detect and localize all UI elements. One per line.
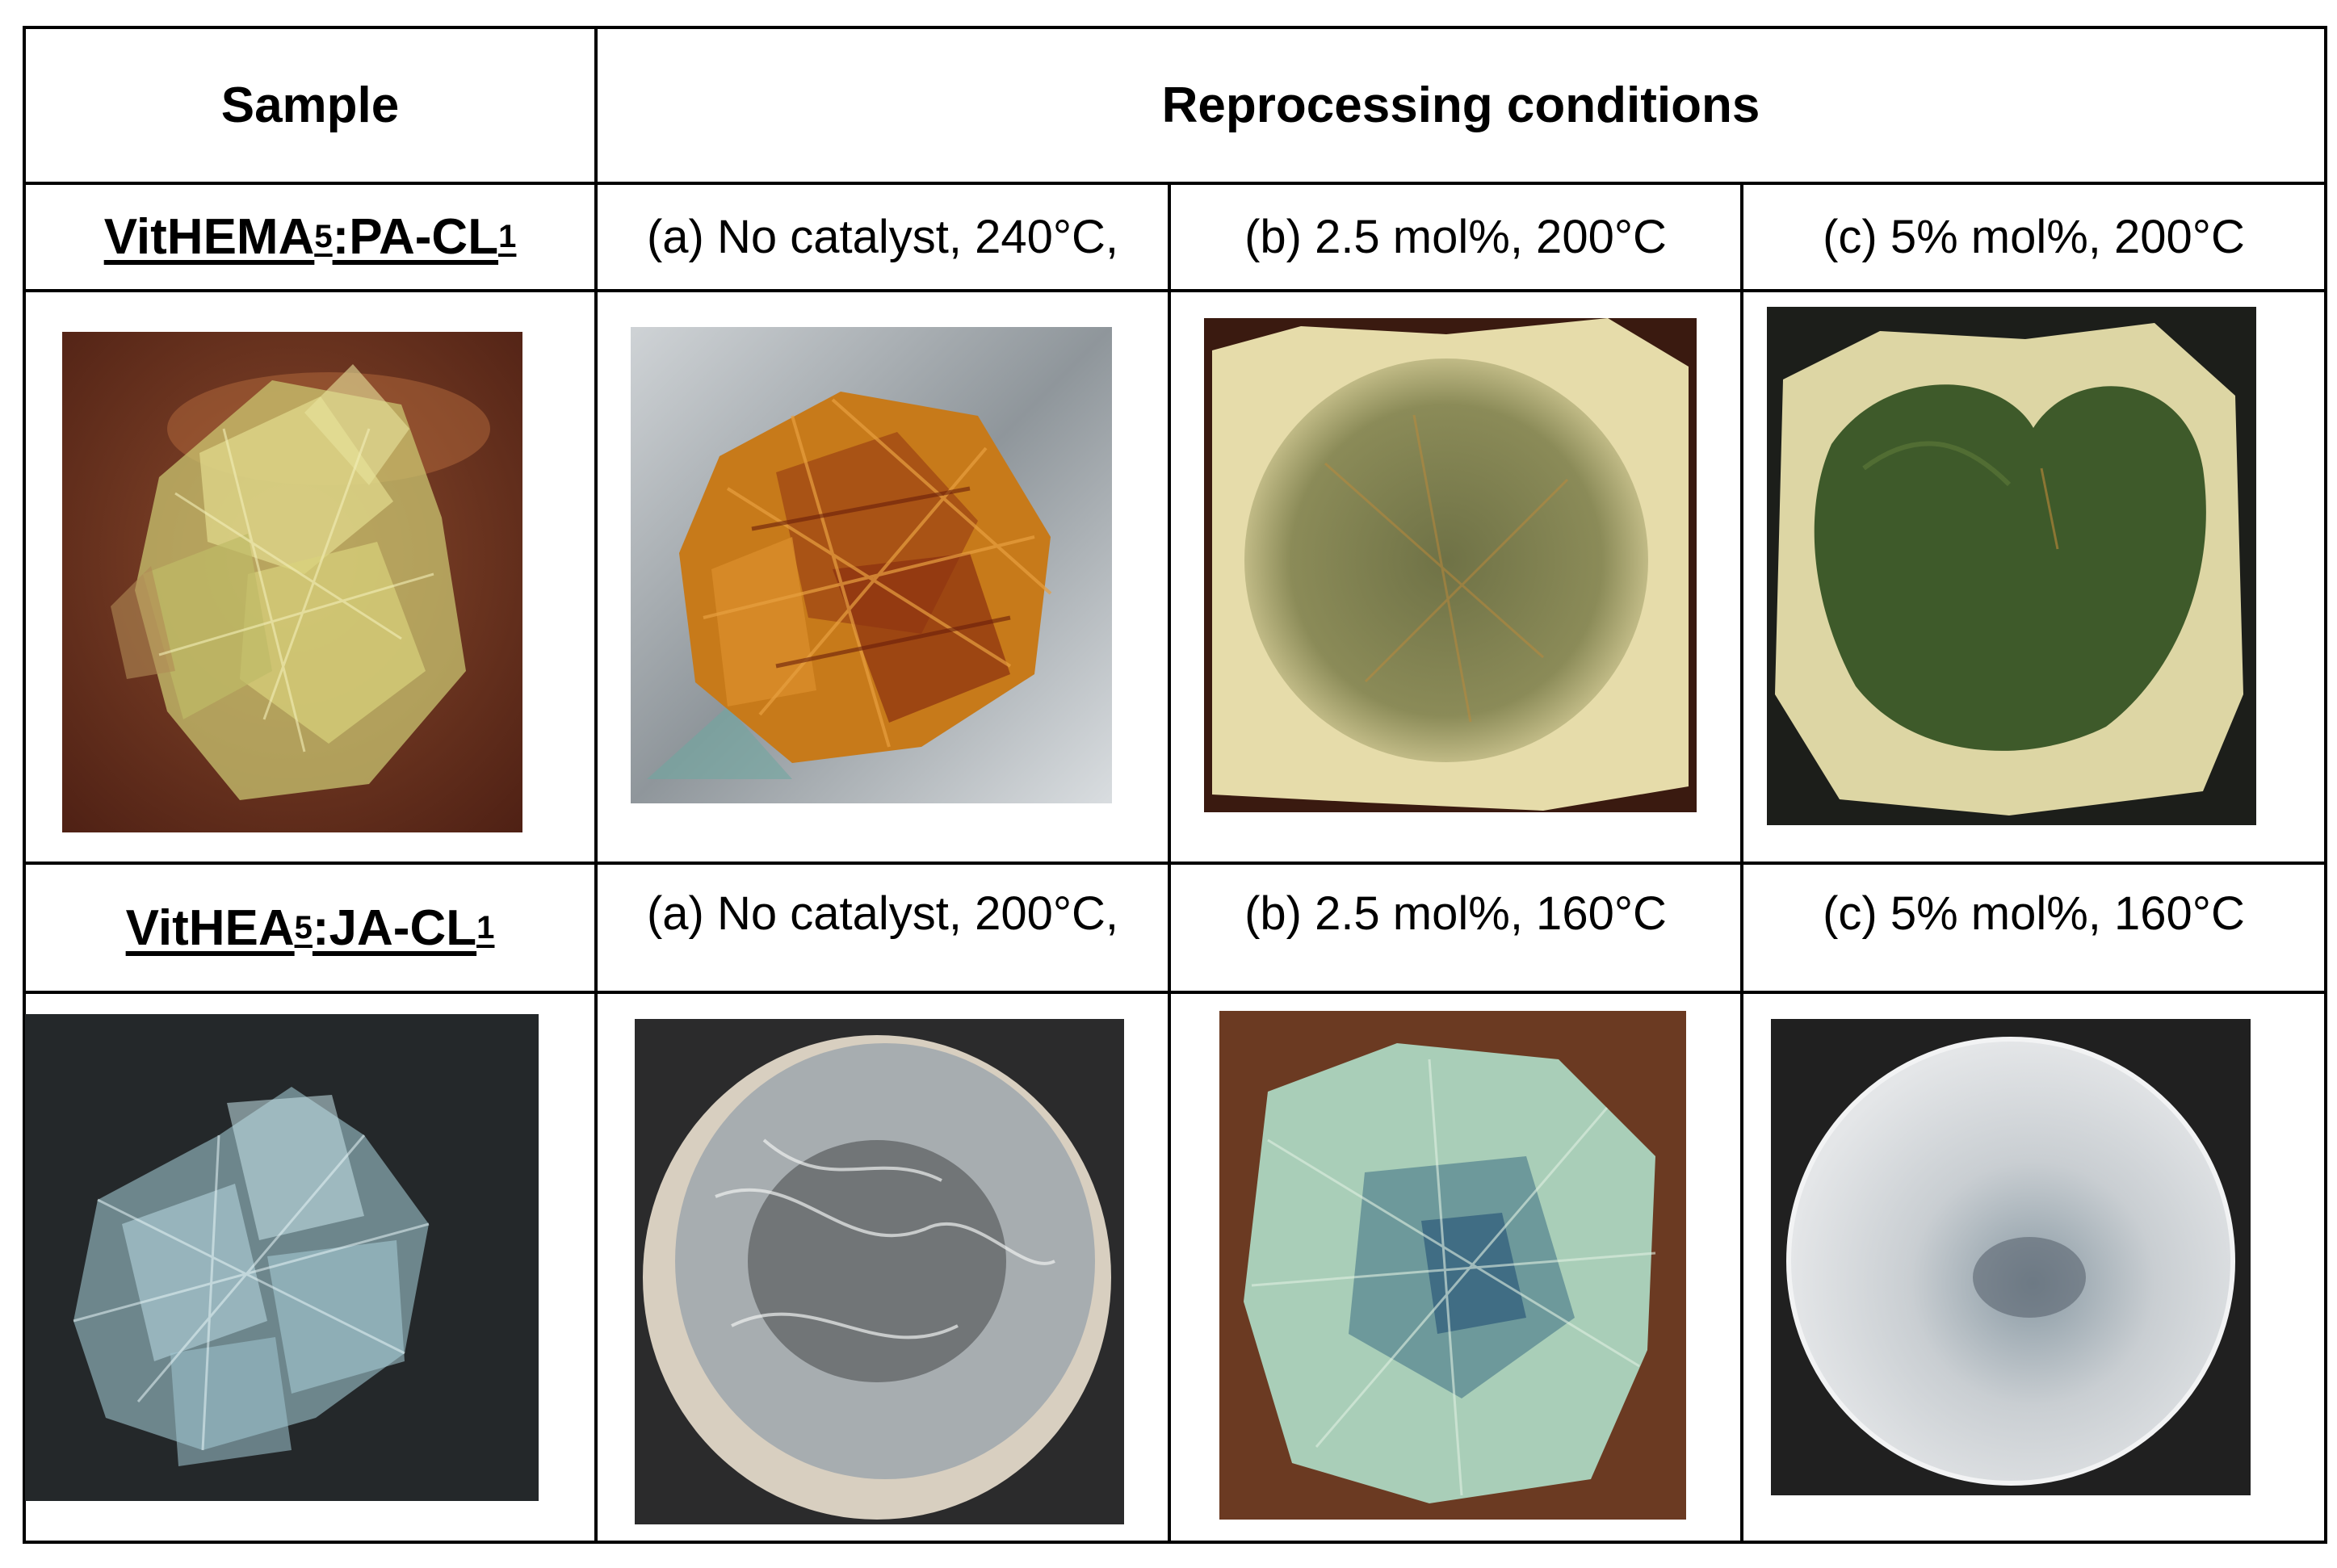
table-border-right (2324, 26, 2327, 1544)
table-row-divider (23, 182, 2327, 185)
condition-row-2-c: (c) 5% mol%, 160°C (1823, 887, 2245, 940)
condition-row-1-c: (c) 5% mol%, 200°C (1823, 211, 2245, 263)
table-col-divider (1740, 182, 1743, 1544)
photo-vithea-2-5-mol (1219, 1011, 1686, 1520)
table-border-bottom (23, 1541, 2327, 1544)
photo-vithema-2-5-mol (1204, 318, 1697, 812)
condition-row-1-a: (a) No catalyst, 240°C, (646, 211, 1119, 263)
photo-vithema-5-mol (1767, 307, 2256, 825)
table-row-divider (23, 862, 2327, 865)
photo-vithea-no-catalyst (635, 1019, 1124, 1524)
photo-vithema-original-shards (62, 332, 522, 832)
photo-vithea-original-shards (25, 1014, 539, 1501)
condition-row-2-a: (a) No catalyst, 200°C, (646, 887, 1119, 940)
table-col-divider (594, 26, 598, 1544)
condition-row-2-b: (b) 2.5 mol%, 160°C (1244, 887, 1667, 940)
photo-vithema-no-catalyst (631, 327, 1112, 803)
photo-vithea-5-mol (1771, 1019, 2251, 1495)
table-row-divider (23, 991, 2327, 994)
sample-header: Sample (220, 78, 400, 133)
sample-name-row-1: VitHEMA 5:PA-CL 1 (103, 209, 517, 265)
sample-name-row-2: VitHEA 5:JA-CL 1 (125, 899, 495, 956)
condition-row-1-b: (b) 2.5 mol%, 200°C (1244, 211, 1667, 263)
table-row-divider (23, 289, 2327, 292)
table-border-left (23, 26, 26, 1544)
reprocessing-conditions-header: Reprocessing conditions (1161, 78, 1760, 133)
table-border-top (23, 26, 2327, 29)
table-col-divider (1168, 182, 1171, 1544)
